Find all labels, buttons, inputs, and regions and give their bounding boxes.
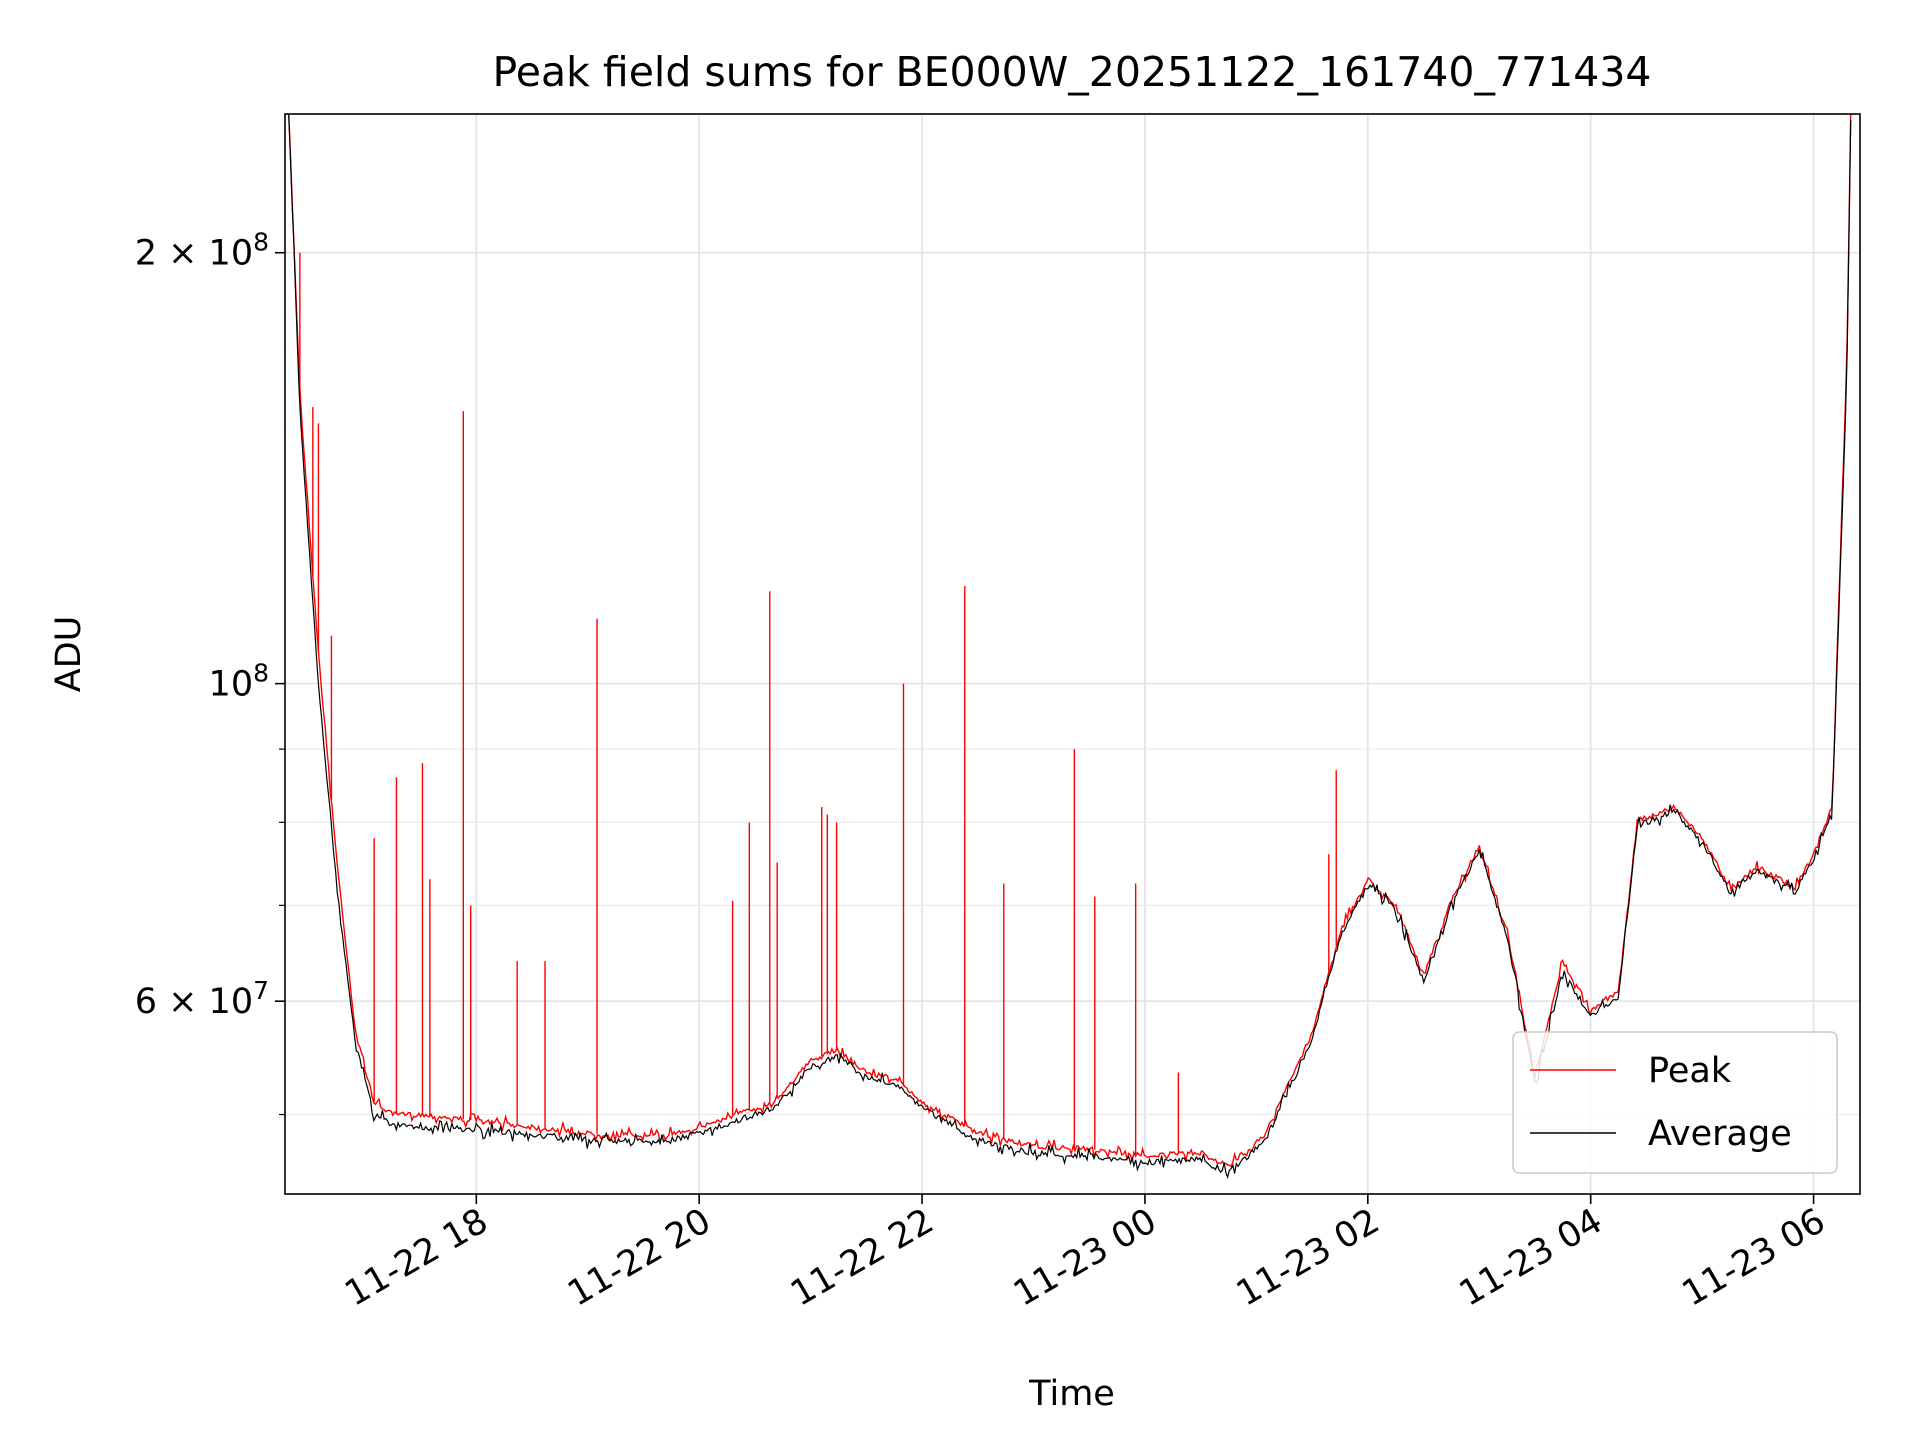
y-tick-label: 6 × 107 bbox=[135, 976, 269, 1022]
x-axis-label: Time bbox=[1028, 1374, 1115, 1414]
legend-average-label: Average bbox=[1648, 1114, 1792, 1154]
legend-peak-label: Peak bbox=[1648, 1051, 1732, 1091]
y-tick-label: 108 bbox=[209, 659, 269, 705]
chart-title: Peak field sums for BE000W_20251122_1617… bbox=[492, 48, 1651, 96]
y-tick-label: 2 × 108 bbox=[135, 228, 269, 274]
plot-frame bbox=[284, 113, 1861, 1195]
grid bbox=[285, 114, 1860, 1194]
series-peak-line bbox=[288, 114, 1852, 1168]
legend-box bbox=[1512, 1031, 1838, 1174]
series-layer bbox=[288, 114, 1852, 1180]
legend: Peak Average bbox=[1512, 1031, 1838, 1174]
series-average-line bbox=[288, 114, 1852, 1180]
y-axis-label: ADU bbox=[49, 616, 89, 693]
